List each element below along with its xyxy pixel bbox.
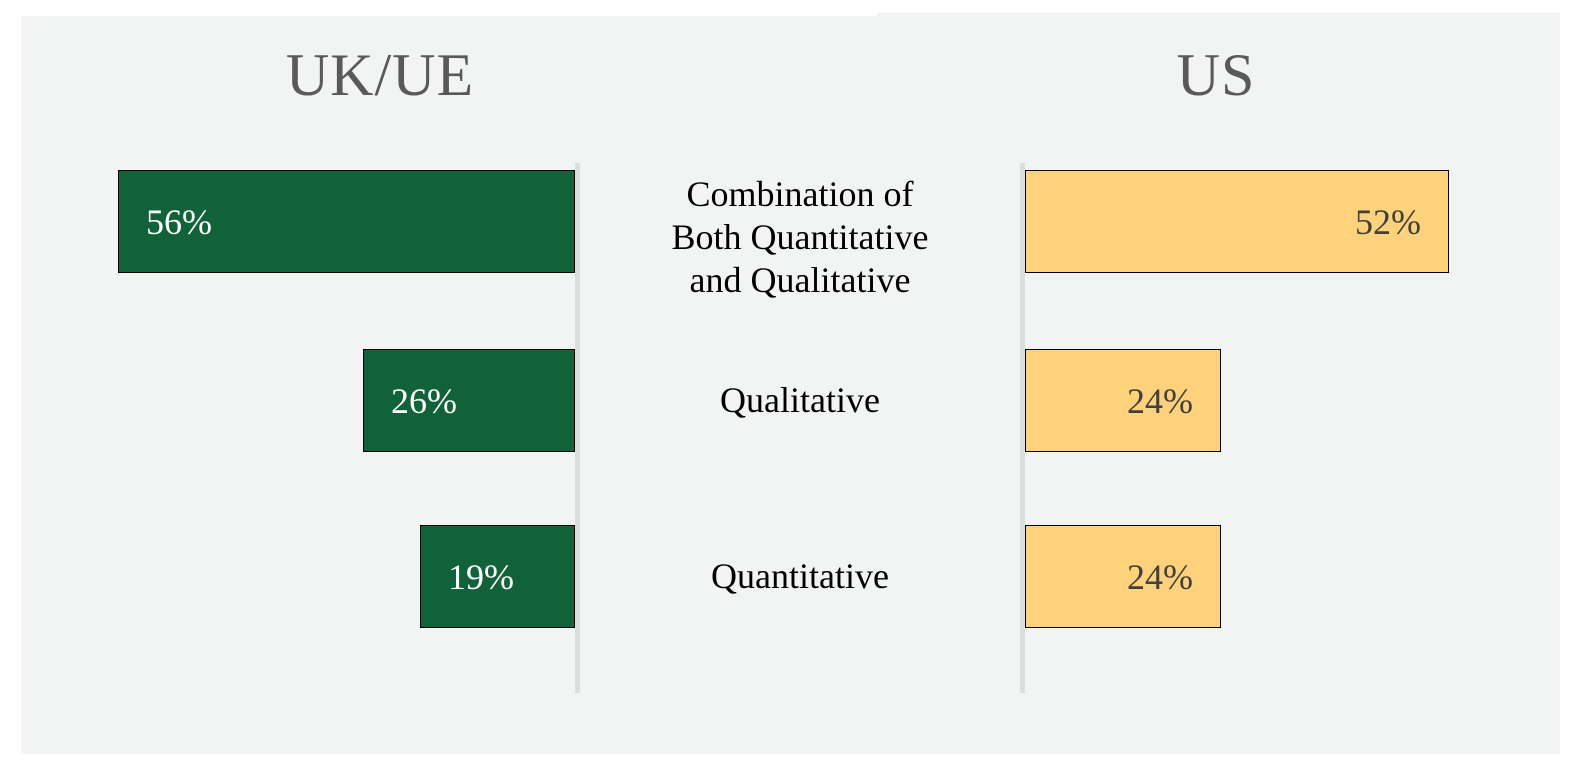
category-label-line: Qualitative: [720, 380, 880, 420]
ukue-value-label-quantitative: 19%: [448, 556, 514, 597]
ukue-value-label-qualitative: 26%: [391, 380, 457, 421]
us-value-label-quantitative: 24%: [1127, 556, 1193, 597]
chart-row-qualitative: 26% Qualitative 24%: [0, 349, 1579, 452]
ukue-value-label-combination: 56%: [146, 201, 212, 242]
category-label-qualitative: Qualitative: [580, 349, 1020, 452]
chart-row-quantitative: 19% Quantitative 24%: [0, 525, 1579, 628]
category-label-line: Combination of: [686, 174, 914, 214]
left-chart-axis-line: [575, 163, 580, 693]
category-label-line: and Qualitative: [689, 260, 911, 300]
ukue-bar-qualitative: 26%: [363, 349, 575, 452]
category-label-combination: Combination of Both Quantitative and Qua…: [580, 170, 1020, 300]
chart-background-panel-top-right: [877, 13, 1560, 17]
category-label-line: Both Quantitative: [671, 217, 929, 257]
column-title-uk-ue: UK/UE: [285, 42, 475, 108]
category-label-quantitative: Quantitative: [580, 525, 1020, 628]
us-value-label-qualitative: 24%: [1127, 380, 1193, 421]
us-bar-quantitative: 24%: [1025, 525, 1221, 628]
chart-row-combination: 56% Combination of Both Quantitative and…: [0, 170, 1579, 300]
category-label-line: Quantitative: [711, 556, 889, 596]
ukue-bar-quantitative: 19%: [420, 525, 575, 628]
us-value-label-combination: 52%: [1355, 201, 1421, 242]
ukue-bar-combination: 56%: [118, 170, 575, 273]
chart-background-panel: [21, 16, 1560, 754]
right-chart-axis-line: [1020, 163, 1025, 693]
us-bar-qualitative: 24%: [1025, 349, 1221, 452]
us-bar-combination: 52%: [1025, 170, 1449, 273]
column-title-us: US: [1176, 42, 1256, 108]
